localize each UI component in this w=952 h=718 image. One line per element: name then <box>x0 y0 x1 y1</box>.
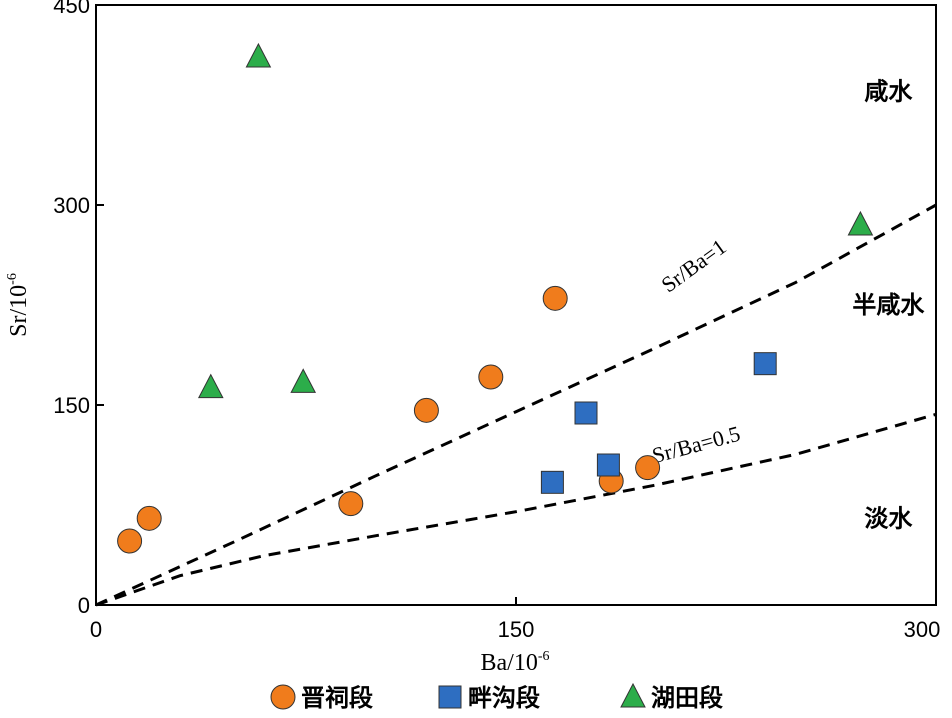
y-tick-label: 0 <box>78 593 90 618</box>
legend: 晋祠段 畔沟段 湖田段 <box>270 682 723 712</box>
data-point-circle <box>117 528 143 554</box>
data-point-circle <box>478 364 504 390</box>
data-point-circle <box>635 455 661 481</box>
y-axis-title: Sr/10-6 <box>5 273 32 337</box>
zone-label: 半咸水 <box>852 291 925 319</box>
x-axis-title-superscript: -6 <box>538 649 550 664</box>
y-tick-label: 300 <box>53 193 90 218</box>
legend-marker-square <box>438 685 462 709</box>
data-point-square <box>753 352 777 376</box>
data-point-triangle <box>847 210 874 236</box>
x-tick-label: 150 <box>498 617 535 642</box>
zone-label: 咸水 <box>864 78 913 106</box>
data-point-triangle <box>290 368 317 393</box>
x-axis-title: Ba/10-6 <box>481 649 550 676</box>
data-point-circle <box>136 505 162 531</box>
reference-line-label: Sr/Ba=0.5 <box>649 421 742 468</box>
legend-label: 湖田段 <box>651 684 723 712</box>
data-point-triangle <box>245 42 272 68</box>
reference-line <box>95 412 937 607</box>
zone-label: 淡水 <box>864 504 913 532</box>
data-point-circle <box>542 285 568 311</box>
y-axis-title-text: Sr/10 <box>6 285 32 337</box>
data-point-triangle <box>197 373 224 399</box>
legend-label: 晋祠段 <box>301 684 373 712</box>
x-tick-label: 300 <box>904 617 941 642</box>
legend-marker-circle <box>270 684 296 710</box>
x-axis-title-text: Ba/10 <box>481 650 538 676</box>
reference-line-label: Sr/Ba=1 <box>657 234 731 297</box>
y-tick-label: 450 <box>53 0 90 18</box>
data-point-circle <box>338 491 364 517</box>
data-point-square <box>596 453 620 477</box>
data-point-square <box>574 401 598 425</box>
x-tick-label: 0 <box>90 617 102 642</box>
data-point-square <box>540 470 564 494</box>
legend-label: 畔沟段 <box>468 684 540 712</box>
y-tick-label: 150 <box>53 393 90 418</box>
data-point-circle <box>413 397 439 423</box>
y-axis-title-superscript: -6 <box>5 273 20 285</box>
plot-frame <box>95 4 937 606</box>
reference-line <box>95 203 937 607</box>
legend-marker-triangle <box>620 682 646 708</box>
